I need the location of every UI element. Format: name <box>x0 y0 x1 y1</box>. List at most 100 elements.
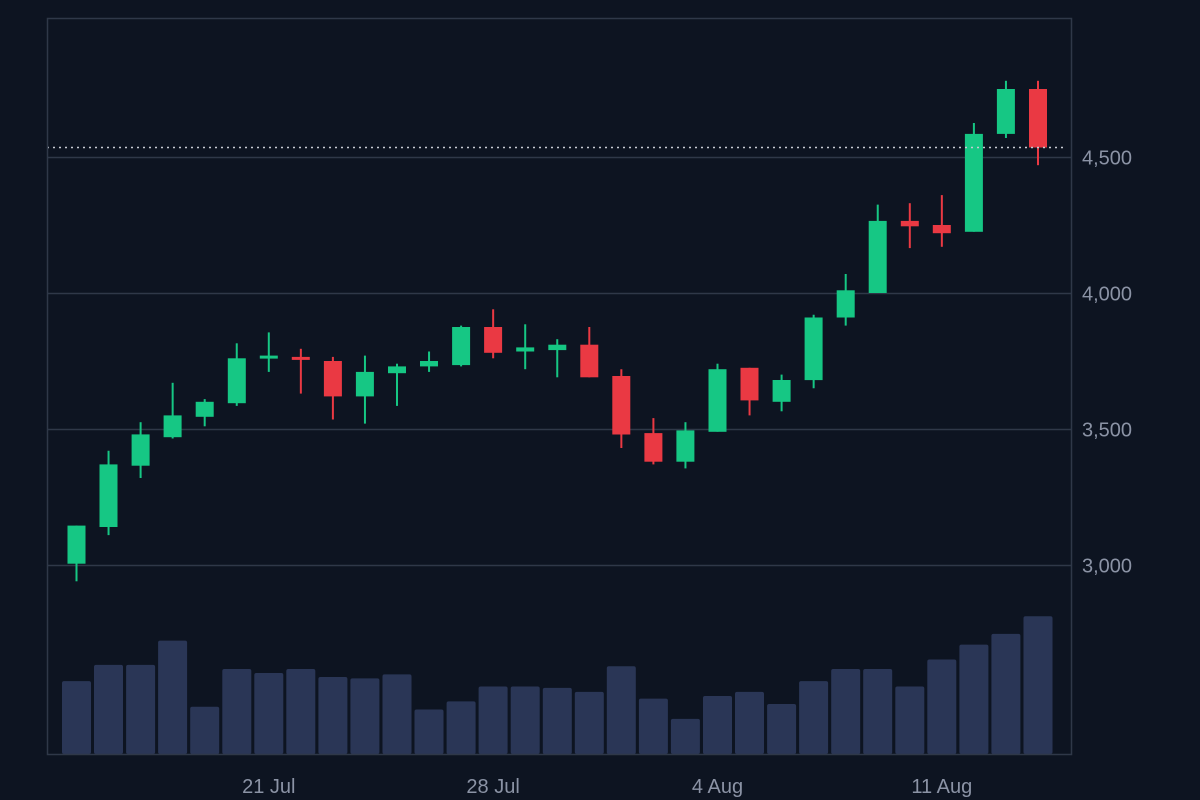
candle-body <box>964 133 983 232</box>
volume-bar <box>190 706 220 755</box>
volume-bar <box>863 669 893 755</box>
volume-bar <box>895 686 925 754</box>
candle-body <box>932 225 951 234</box>
y-tick-label: 3,000 <box>1082 556 1132 578</box>
candle <box>900 203 919 249</box>
grid <box>47 156 1071 567</box>
candle-body <box>644 433 663 462</box>
volume-bar <box>286 669 316 755</box>
candle-body <box>227 358 246 404</box>
volume-bar <box>222 669 252 755</box>
candle-body <box>612 376 631 435</box>
candle-body <box>67 525 86 564</box>
volume-bar <box>606 666 636 755</box>
candle <box>163 382 182 439</box>
x-tick-label: 21 Jul <box>242 776 295 798</box>
volume-bar <box>414 709 444 755</box>
plot-frame <box>46 17 1073 756</box>
candle-body <box>804 317 823 381</box>
volume-bar <box>703 696 732 755</box>
y-tick-label: 4,000 <box>1082 284 1132 306</box>
candle-body <box>836 290 855 318</box>
candle <box>708 363 727 432</box>
candle <box>1029 80 1047 166</box>
candle-body <box>420 361 438 367</box>
x-axis: 21 Jul 28 Jul 4 Aug 11 Aug <box>242 776 972 798</box>
candle <box>388 363 406 406</box>
x-tick-label: 4 Aug <box>692 776 743 798</box>
candle-body <box>996 89 1015 134</box>
candle <box>932 195 951 247</box>
volume-bars <box>62 616 1053 755</box>
volume-bar <box>831 669 861 755</box>
volume-bar <box>767 704 797 754</box>
candle-body <box>772 380 791 402</box>
candle-body <box>708 369 727 432</box>
candle-body <box>740 367 759 401</box>
candle <box>452 325 471 367</box>
candle <box>836 274 855 326</box>
volume-bar <box>62 681 91 754</box>
candle-body <box>868 220 887 293</box>
candles <box>67 80 1047 582</box>
candle-body <box>676 430 695 462</box>
candle-body <box>580 344 599 378</box>
candle <box>580 327 599 378</box>
volume-bar <box>94 664 123 754</box>
candle-body <box>291 356 310 360</box>
volume-bar <box>350 678 380 754</box>
candle-body <box>323 361 342 397</box>
candle <box>291 348 310 394</box>
candle-body <box>484 327 503 353</box>
candle-body <box>131 434 150 466</box>
candle-body <box>548 344 567 351</box>
candle <box>323 356 342 420</box>
volume-bar <box>799 681 829 754</box>
volume-bar <box>318 677 348 754</box>
volume-bar <box>478 686 508 754</box>
volume-bar <box>446 701 476 755</box>
y-tick-label: 3,500 <box>1082 420 1132 442</box>
candle-body <box>99 464 118 527</box>
volume-bar <box>126 664 156 754</box>
candle <box>195 399 214 427</box>
candle <box>772 374 791 412</box>
plot-border <box>46 17 1073 756</box>
volume-bar <box>927 659 957 754</box>
candle <box>740 367 759 416</box>
volume-bar <box>254 673 284 754</box>
candle <box>259 332 278 372</box>
candle <box>67 525 86 582</box>
candle <box>131 422 150 478</box>
candle <box>996 80 1015 138</box>
candle-body <box>516 347 535 352</box>
candle <box>644 418 663 465</box>
volume-bar <box>670 718 700 754</box>
volume-bar <box>638 698 668 754</box>
candle <box>548 339 567 378</box>
candle <box>868 204 887 293</box>
volume-bar <box>1023 616 1053 754</box>
candle-body <box>195 401 214 417</box>
volume-bar <box>542 687 572 755</box>
y-tick-label: 4,500 <box>1082 148 1132 170</box>
volume-bar <box>991 633 1021 755</box>
candle <box>355 355 374 424</box>
candle <box>612 369 631 448</box>
candle <box>516 324 535 370</box>
candle-body <box>388 366 406 374</box>
x-tick-label: 11 Aug <box>911 776 972 798</box>
x-tick-label: 28 Jul <box>466 776 519 798</box>
candle-body <box>355 371 374 397</box>
candle-body <box>900 220 919 227</box>
volume-bar <box>959 644 989 754</box>
candle <box>804 314 823 389</box>
candle-body <box>452 327 471 366</box>
candle <box>420 351 438 372</box>
candle <box>99 450 118 536</box>
candle-body <box>1029 89 1047 148</box>
volume-bar <box>382 674 412 755</box>
candle <box>484 309 503 359</box>
